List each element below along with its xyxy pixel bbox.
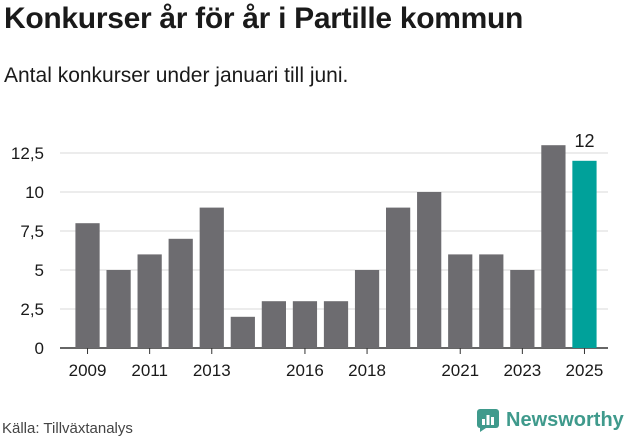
y-tick-label: 7,5 xyxy=(20,222,44,241)
x-tick-label: 2011 xyxy=(131,361,168,380)
bar-2020[interactable] xyxy=(417,192,442,348)
bar-2010[interactable] xyxy=(106,270,131,348)
bar-2018[interactable] xyxy=(354,270,380,348)
x-tick-label: 2009 xyxy=(69,361,107,380)
chart-title: Konkurser år för år i Partille kommun xyxy=(4,2,524,35)
x-tick-label: 2018 xyxy=(348,361,386,380)
bar-chart: 0 2,5 5 7,5 10 12,5 2009 2011 2013 2016 2018 2021 2… xyxy=(11,131,608,380)
bar-2012[interactable] xyxy=(168,238,193,348)
x-tick-label: 2021 xyxy=(441,361,479,380)
newsworthy-logo[interactable]: Newsworthy xyxy=(476,408,624,432)
bar-2015[interactable] xyxy=(261,301,286,348)
x-tick-label: 2013 xyxy=(193,361,231,380)
bar-2023[interactable] xyxy=(510,270,535,348)
bar-2022[interactable] xyxy=(479,254,504,348)
bar-2009[interactable] xyxy=(75,223,100,348)
chart-subtitle: Antal konkurser under januari till juni. xyxy=(4,64,349,87)
newsworthy-bar-icon xyxy=(477,409,499,432)
bar-2013[interactable] xyxy=(199,207,224,348)
bar-2011[interactable] xyxy=(137,254,162,348)
source-note: Källa: Tillväxtanalys xyxy=(2,420,133,437)
x-tick-label: 2023 xyxy=(503,361,541,380)
bar-2017[interactable] xyxy=(323,301,349,348)
bar-2016[interactable] xyxy=(292,301,318,348)
y-tick-label: 2,5 xyxy=(20,300,44,319)
x-tick-label: 2016 xyxy=(286,361,324,380)
bar-2014[interactable] xyxy=(230,316,255,348)
brand-name: Newsworthy xyxy=(506,408,624,431)
data-label: 12 xyxy=(574,131,594,151)
y-tick-label: 5 xyxy=(35,261,44,280)
bar-2019[interactable] xyxy=(386,207,411,348)
y-tick-label: 0 xyxy=(35,339,44,358)
y-tick-label: 12,5 xyxy=(11,144,44,163)
bar-2024[interactable] xyxy=(541,145,566,348)
x-tick-label: 2025 xyxy=(566,361,604,380)
y-tick-label: 10 xyxy=(25,183,44,202)
bar-2021[interactable] xyxy=(448,254,473,348)
bar-2025[interactable] xyxy=(572,160,597,348)
